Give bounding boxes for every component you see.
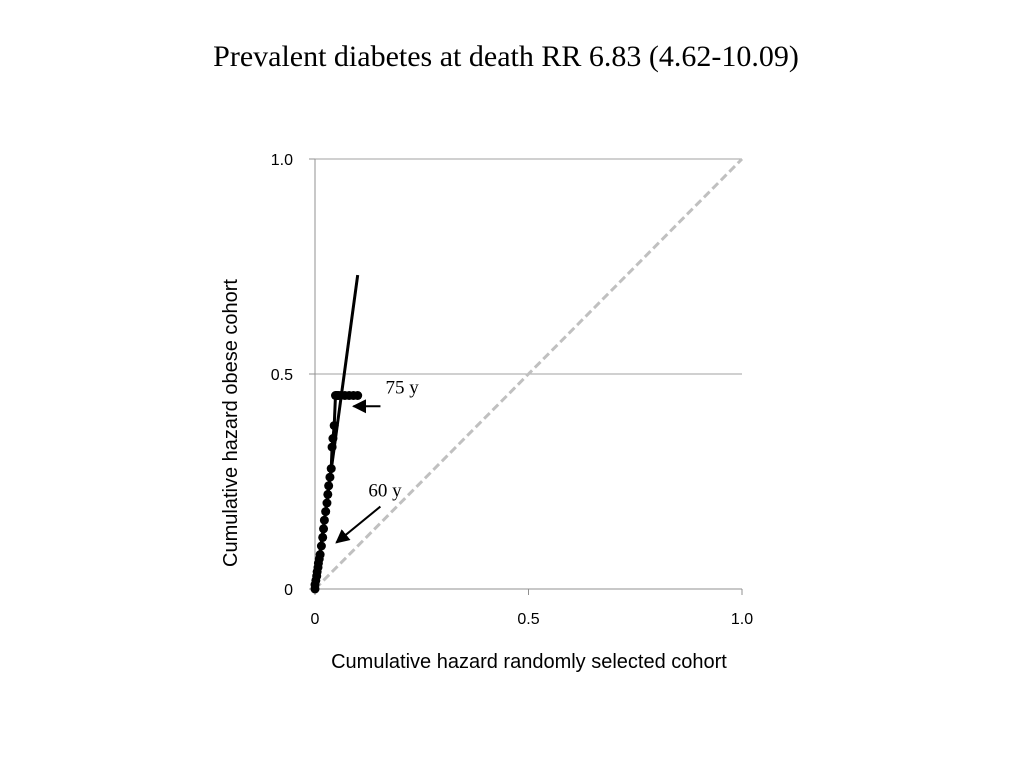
x-tick-label: 0 [311, 611, 320, 628]
annotations: 75 y 60 y [335, 377, 419, 544]
x-tick-label: 1.0 [731, 611, 753, 628]
fitted-line [313, 274, 360, 590]
x-tick-label: 0.5 [517, 611, 539, 628]
data-point [353, 391, 363, 400]
grid-lines [315, 158, 742, 375]
y-tick-label: 0.5 [271, 367, 293, 384]
annotation-label: 60 y [368, 481, 402, 502]
y-axis-title: Cumulative hazard obese cohort [220, 279, 242, 567]
page-title: Prevalent diabetes at death RR 6.83 (4.6… [213, 40, 799, 73]
reference-line [313, 157, 744, 591]
y-tick-label: 1.0 [271, 152, 293, 169]
annotation-arrow [335, 505, 382, 544]
x-axis-title: Cumulative hazard randomly selected coho… [331, 651, 727, 673]
tick-labels: 0 0.5 1.0 0 0.5 1.0 [271, 152, 753, 628]
axes [309, 158, 743, 595]
y-tick-label: 0 [284, 582, 293, 599]
series-group [310, 157, 744, 594]
annotation-label: 75 y [385, 377, 419, 398]
